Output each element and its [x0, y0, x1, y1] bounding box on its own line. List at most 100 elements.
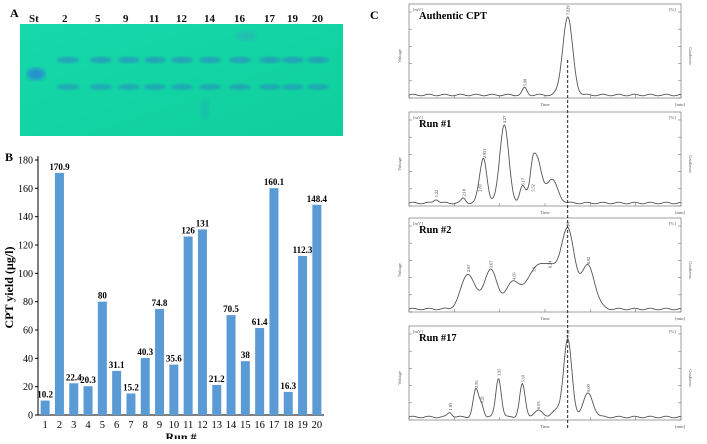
bar-data-label: 61.4 [252, 317, 268, 327]
peak-label: 4.27 [502, 116, 507, 123]
peak-label: 2.83 [477, 184, 482, 191]
y2-unit-label: [%] [669, 115, 676, 120]
chromatogram-trace [408, 338, 682, 419]
y-axis-title: Voltage [397, 371, 402, 385]
peak-label: 5.5 [532, 267, 537, 272]
y2-axis-title: Gradients [688, 261, 693, 279]
y-unit-label: [mV] [413, 329, 423, 334]
chromatogram-panel: [mV] [%] [min] Voltage Gradients Time Run #2 2.… [397, 217, 693, 321]
y-tick-label: 160 [18, 184, 33, 195]
peak-label: 2.95 [474, 380, 479, 387]
x-tick-label: 18 [283, 420, 294, 431]
x-tick-label: 6 [114, 420, 119, 431]
peak-label: 6.03 [536, 401, 541, 408]
chromatogram-title: Run #17 [419, 333, 457, 344]
bar-data-label: 21.2 [209, 374, 225, 384]
peak-label: 3.21 [480, 396, 485, 403]
y-tick-label: 180 [18, 156, 33, 167]
tlc-lane-label: St [29, 13, 39, 25]
tlc-band-lower [118, 84, 140, 90]
peak-label: 5.08 [523, 79, 528, 86]
tlc-lane-label: 2 [62, 13, 68, 25]
tlc-band-lower [229, 84, 251, 90]
peak-label: 2.67 [466, 265, 471, 272]
x-tick-label: 19 [297, 420, 308, 431]
y-tick-label: 120 [18, 241, 33, 252]
x-tick-label: 10 [169, 420, 180, 431]
x-tick-label: 8 [143, 420, 148, 431]
tlc-band-upper [199, 56, 221, 64]
bar-data-label: 74.8 [152, 298, 168, 308]
bar-data-label: 35.6 [166, 354, 182, 364]
tlc-band-lower [57, 84, 79, 90]
tlc-band-lower [199, 84, 221, 90]
tlc-lane-label: 9 [123, 13, 129, 25]
x-tick-label: 16 [254, 420, 265, 431]
bar [169, 364, 179, 415]
bar [283, 391, 293, 415]
x-tick-label: 1 [43, 420, 48, 431]
x-tick-label: 5 [100, 420, 105, 431]
bar [212, 384, 222, 415]
chromatogram-title: Run #1 [419, 119, 451, 130]
y-unit-label: [mV] [413, 115, 423, 120]
chromatogram-title: Authentic CPT [419, 11, 487, 22]
bar [97, 301, 107, 415]
bar-chart: 0 20 40 60 80 100 120 140 160 180 10.2 1 170.9 2 22.4 3… [0, 150, 345, 444]
x-tick-label: 12 [197, 420, 208, 431]
panel-label-b: B [5, 150, 14, 164]
tlc-lane-label: 20 [312, 13, 323, 25]
x-tick-label: 7 [128, 420, 133, 431]
tlc-band-upper [282, 56, 304, 64]
y-unit-label: [mV] [413, 7, 423, 12]
bar [140, 357, 150, 415]
panel-label-a: A [10, 6, 19, 20]
tlc-lane-label: 14 [204, 13, 215, 25]
bar [269, 188, 279, 415]
chromatogram-panel: [mV] [%] [min] Voltage Gradients Time Run #17 1… [397, 325, 693, 429]
x-tick-label: 15 [240, 420, 251, 431]
x-tick-label: 20 [312, 420, 323, 431]
tlc-band-lower [259, 84, 281, 90]
tlc-standard-spot [27, 68, 45, 80]
tlc-band-lower [307, 84, 329, 90]
x-axis-title: Time [540, 210, 549, 215]
bar-data-label: 22.4 [66, 372, 82, 382]
bar-data-label: 40.3 [137, 347, 153, 357]
peak-label: 2.18 [461, 189, 466, 196]
bar [240, 361, 250, 415]
x-tick-label: 3 [71, 420, 76, 431]
y-tick-label: 0 [28, 411, 33, 422]
hplc-chromatograms: [mV] [%] [min] Voltage Gradients Time Authenti… [395, 0, 707, 439]
y-tick-label: 100 [18, 269, 33, 280]
y-unit-label: [mV] [413, 221, 423, 226]
tlc-lane-label: 17 [264, 13, 275, 25]
x-axis-title: Time [540, 424, 549, 429]
chromatogram-trace [408, 16, 682, 97]
tlc-faint-spot [236, 31, 256, 41]
x-tick-label: 14 [226, 420, 237, 431]
y2-axis-title: Gradients [688, 47, 693, 65]
bar [112, 370, 122, 415]
x-tick-label: 11 [183, 420, 193, 431]
peak-label: 7.00 [566, 330, 571, 337]
y2-axis-title: Gradients [688, 369, 693, 387]
tlc-lane-label: 5 [95, 13, 101, 25]
bar [69, 383, 79, 415]
bar-data-label: 80 [98, 291, 108, 301]
x-unit-label: [min] [675, 316, 685, 321]
tlc-band-lower [171, 84, 193, 90]
bar [226, 315, 236, 415]
bar [255, 328, 265, 415]
peak-label: 1.22 [434, 190, 439, 197]
y-tick-label: 80 [23, 297, 33, 308]
bar-data-label: 16.3 [280, 381, 296, 391]
tlc-band-upper [229, 56, 251, 64]
y2-axis-title: Gradients [688, 155, 693, 173]
y-tick-label: 60 [23, 326, 33, 337]
chromatogram-trace [408, 124, 682, 205]
y2-unit-label: [%] [669, 7, 676, 12]
bar-data-label: 160.1 [264, 177, 285, 187]
tlc-band-lower [282, 84, 304, 90]
tlc-plate-image [20, 24, 343, 136]
